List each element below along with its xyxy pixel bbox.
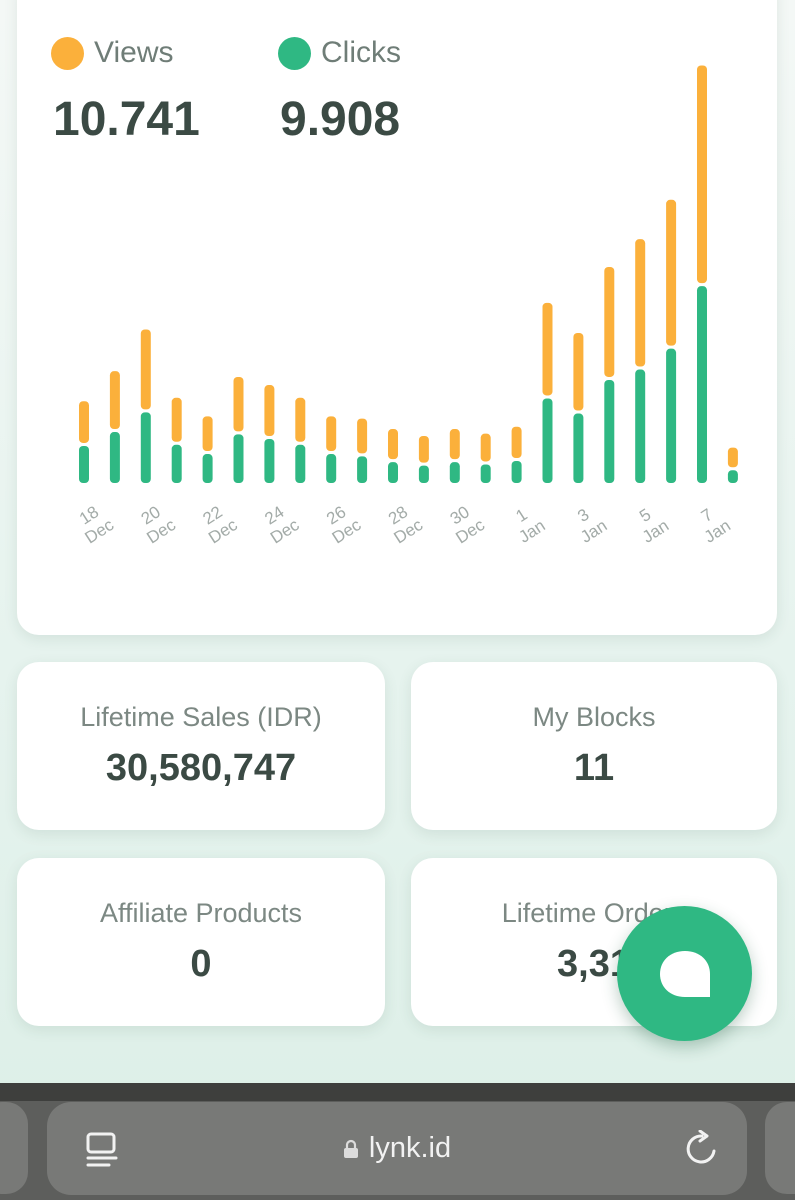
bar-views[interactable] (202, 416, 213, 452)
lifetime-sales-label: Lifetime Sales (IDR) (80, 702, 322, 732)
bar-clicks[interactable] (357, 456, 368, 483)
affiliate-products-value: 0 (190, 943, 212, 985)
bar-views[interactable] (697, 65, 707, 284)
bar-views[interactable] (295, 397, 306, 442)
bar-views[interactable] (573, 332, 584, 411)
views-total: 10.741 (53, 93, 200, 146)
bar-views[interactable] (326, 416, 337, 452)
browser-toolbar-divider (0, 1083, 795, 1101)
bar-clicks[interactable] (233, 434, 244, 483)
legend-views: Views (51, 36, 173, 70)
clicks-dot-icon (278, 36, 311, 70)
affiliate-products-tile[interactable]: Affiliate Products 0 (17, 858, 385, 1026)
reload-icon[interactable] (683, 1130, 721, 1168)
bar-views[interactable] (418, 436, 429, 463)
bar-clicks[interactable] (449, 462, 460, 483)
lock-icon (343, 1139, 358, 1158)
bar-views[interactable] (357, 418, 368, 454)
bar-views[interactable] (542, 302, 553, 396)
bar-clicks[interactable] (109, 432, 120, 483)
my-blocks-label: My Blocks (532, 702, 656, 732)
my-blocks-tile[interactable]: My Blocks 11 (411, 662, 777, 830)
x-tick-label: 28Dec (380, 499, 426, 548)
bar-views[interactable] (727, 447, 738, 468)
bar-views[interactable] (264, 385, 275, 436)
bar-views[interactable] (233, 376, 244, 432)
x-tick-label: 20Dec (133, 499, 179, 548)
bar-views[interactable] (140, 329, 151, 410)
bar-clicks[interactable] (511, 461, 522, 483)
bar-clicks[interactable] (295, 444, 306, 483)
x-tick-label: 1Jan (505, 500, 549, 547)
chart-bars (79, 65, 738, 483)
bar-views[interactable] (480, 433, 491, 462)
bar-clicks[interactable] (604, 379, 615, 483)
x-tick-label: 3Jan (567, 500, 611, 547)
views-clicks-bar-chart: 18Dec 20Dec 22Dec 24Dec 26Dec 28Dec 30Dec 1Jan 3… (71, 65, 738, 548)
chart-tick-labels: 18Dec 20Dec 22Dec 24Dec 26Dec 28Dec 30Dec 1Jan 3… (71, 499, 734, 548)
views-label: Views (94, 36, 174, 69)
x-tick-label: 7Jan (690, 500, 734, 547)
bar-views[interactable] (449, 429, 460, 460)
views-dot-icon (51, 36, 84, 70)
x-tick-label: 30Dec (442, 499, 488, 548)
bar-clicks[interactable] (697, 286, 707, 483)
bar-views[interactable] (511, 426, 522, 458)
bar-views[interactable] (388, 429, 398, 460)
next-tab-preview[interactable] (765, 1102, 795, 1194)
browser-toolbar: lynk.id (0, 1083, 795, 1200)
tabs-icon[interactable] (85, 1132, 119, 1168)
bar-views[interactable] (171, 397, 182, 442)
bar-views[interactable] (604, 266, 615, 377)
bar-clicks[interactable] (388, 462, 398, 483)
url-text: lynk.id (368, 1132, 452, 1164)
bar-views[interactable] (635, 239, 646, 367)
lifetime-sales-value: 30,580,747 (105, 747, 297, 789)
address-bar[interactable]: lynk.id (47, 1102, 747, 1195)
legend-clicks: Clicks (278, 36, 401, 70)
bar-clicks[interactable] (573, 413, 584, 483)
bar-clicks[interactable] (264, 439, 275, 483)
x-tick-label: 5Jan (629, 500, 673, 547)
x-tick-label: 18Dec (71, 499, 117, 548)
bar-clicks[interactable] (202, 454, 213, 483)
bar-clicks[interactable] (542, 398, 553, 483)
bar-clicks[interactable] (666, 348, 677, 483)
chat-fab-button[interactable] (617, 906, 752, 1041)
bar-clicks[interactable] (326, 454, 337, 483)
bar-clicks[interactable] (635, 369, 646, 483)
bar-views[interactable] (666, 199, 677, 346)
analytics-chart-card: Views Clicks 10.741 9.908 18Dec 20Dec 22De… (17, 0, 777, 635)
bar-clicks[interactable] (727, 470, 738, 483)
bar-clicks[interactable] (171, 444, 182, 483)
bar-clicks[interactable] (480, 464, 491, 483)
url-display[interactable]: lynk.id (47, 1102, 747, 1195)
clicks-label: Clicks (321, 36, 401, 69)
x-tick-label: 24Dec (257, 499, 303, 548)
previous-tab-preview[interactable] (0, 1102, 28, 1194)
x-tick-label: 26Dec (318, 499, 364, 548)
chat-bubble-icon (659, 950, 710, 997)
x-tick-label: 22Dec (195, 499, 241, 548)
affiliate-products-label: Affiliate Products (99, 898, 303, 928)
bar-clicks[interactable] (418, 465, 429, 483)
bar-clicks[interactable] (140, 412, 151, 483)
bar-views[interactable] (79, 401, 89, 443)
my-blocks-value: 11 (573, 747, 615, 789)
lifetime-sales-tile[interactable]: Lifetime Sales (IDR) 30,580,747 (17, 662, 385, 830)
bar-views[interactable] (109, 371, 120, 430)
clicks-total: 9.908 (280, 93, 401, 146)
bar-clicks[interactable] (79, 445, 89, 483)
